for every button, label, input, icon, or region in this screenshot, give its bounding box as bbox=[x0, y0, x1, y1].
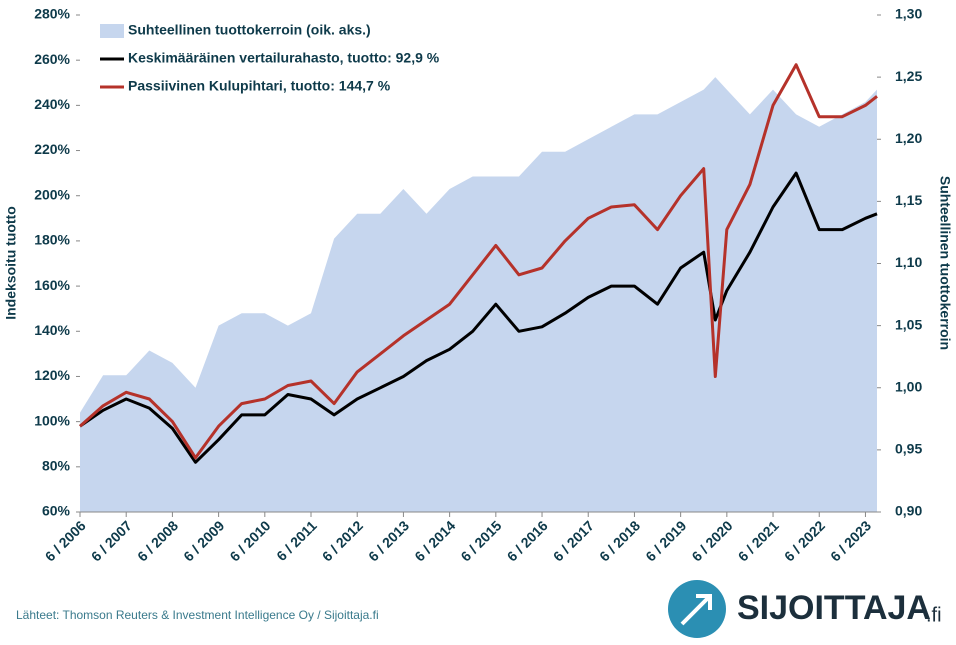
x-tick-label: 6 / 2022 bbox=[781, 517, 828, 564]
legend-label: Suhteellinen tuottokerroin (oik. aks.) bbox=[128, 22, 371, 38]
y2-tick-label: 1,00 bbox=[895, 378, 922, 394]
y-axis-label: Indeksoitu tuotto bbox=[3, 206, 19, 320]
legend-swatch bbox=[100, 24, 124, 38]
x-tick-label: 6 / 2020 bbox=[688, 517, 735, 564]
x-tick-label: 6 / 2013 bbox=[365, 517, 412, 564]
source: Lähteet: Thomson Reuters & Investment In… bbox=[16, 608, 379, 622]
x-tick-label: 6 / 2012 bbox=[319, 517, 366, 564]
y-tick-label: 160% bbox=[34, 277, 70, 293]
y2-tick-label: 1,25 bbox=[895, 68, 922, 84]
logo: SIJOITTAJA .fi bbox=[668, 580, 942, 638]
y-tick-label: 80% bbox=[42, 458, 71, 474]
line bbox=[79, 63, 878, 460]
x-tick-label: 6 / 2008 bbox=[134, 517, 181, 564]
x-tick-label: 6 / 2019 bbox=[642, 517, 689, 564]
y2-tick-label: 0,95 bbox=[895, 441, 922, 457]
y2-tick-label: 1,20 bbox=[895, 130, 922, 146]
x-tick-label: 6 / 2006 bbox=[42, 517, 89, 564]
y-tick-label: 140% bbox=[34, 322, 70, 338]
area bbox=[80, 77, 877, 512]
y2-tick-label: 0,90 bbox=[895, 503, 922, 519]
x-tick-label: 6 / 2021 bbox=[735, 517, 782, 564]
x-tick-label: 6 / 2023 bbox=[827, 517, 874, 564]
x-tick-label: 6 / 2015 bbox=[457, 517, 504, 564]
y2-tick-label: 1,10 bbox=[895, 254, 922, 270]
x-tick-label: 6 / 2017 bbox=[550, 517, 597, 564]
brand: SIJOITTAJA bbox=[737, 589, 931, 627]
y2-tick-label: 1,05 bbox=[895, 316, 922, 332]
x-tick-label: 6 / 2007 bbox=[88, 517, 135, 564]
x-tick-label: 6 / 2016 bbox=[504, 517, 551, 564]
y-tick-label: 240% bbox=[34, 96, 70, 112]
y-tick-label: 180% bbox=[34, 232, 70, 248]
y-tick-label: 120% bbox=[34, 367, 70, 383]
y2-tick-label: 1,30 bbox=[895, 6, 922, 22]
y-tick-label: 280% bbox=[34, 6, 70, 22]
y2-axis-label: Suhteellinen tuottokerroin bbox=[937, 176, 953, 350]
brand-suffix: .fi bbox=[926, 604, 942, 626]
x-tick-label: 6 / 2018 bbox=[596, 517, 643, 564]
y-tick-label: 100% bbox=[34, 412, 70, 428]
x-tick-label: 6 / 2014 bbox=[411, 517, 458, 564]
y-tick-label: 260% bbox=[34, 51, 70, 67]
y2-tick-label: 1,15 bbox=[895, 192, 922, 208]
y-tick-label: 220% bbox=[34, 141, 70, 157]
legend-label: Passiivinen Kulupihtari, tuotto: 144,7 % bbox=[128, 78, 391, 94]
x-tick-label: 6 / 2010 bbox=[226, 517, 273, 564]
line bbox=[79, 171, 878, 464]
y-tick-label: 60% bbox=[42, 503, 71, 519]
x-tick-label: 6 / 2011 bbox=[273, 517, 320, 564]
x-tick-label: 6 / 2009 bbox=[180, 517, 227, 564]
logo-arrow bbox=[680, 594, 712, 626]
y-tick-label: 200% bbox=[34, 186, 70, 202]
legend-label: Keskimääräinen vertailurahasto, tuotto: … bbox=[128, 50, 440, 66]
